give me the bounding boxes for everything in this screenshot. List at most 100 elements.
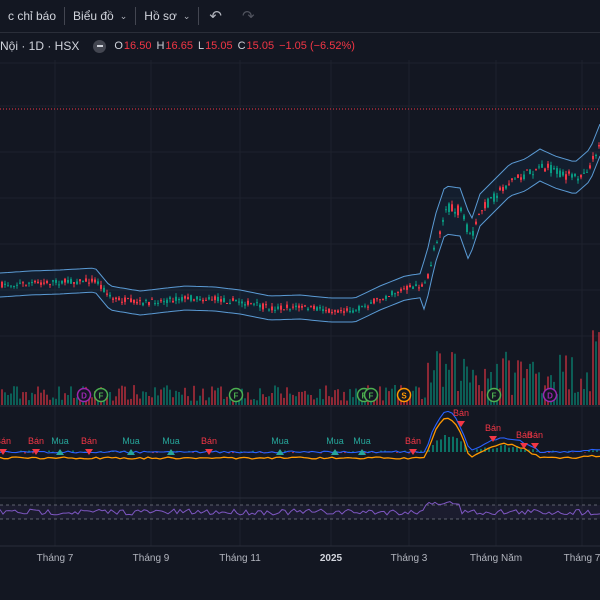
candle-body [457,205,459,216]
symbol-title[interactable]: Nội · 1D · HSX [0,39,80,53]
oscillator-bar [368,451,370,452]
signal-label: Bán [28,436,44,446]
candle-body [316,307,318,311]
indicators-label: c chỉ báo [8,9,57,23]
volume-bar [556,394,558,405]
redo-icon[interactable]: ↷ [241,8,255,25]
event-marker-label: D [547,392,553,401]
candle-body [598,145,600,147]
oscillator-bar [460,441,462,452]
volume-bar [73,398,75,405]
time-axis: Tháng 7 Tháng 9 Tháng 11 2025 Tháng 3 Th… [0,548,600,570]
oscillator-bar [424,451,426,452]
candle-body [301,306,303,308]
volume-bar [202,388,204,405]
volume-bar [589,391,591,405]
signal-label: Mua [162,436,180,446]
volume-bar [64,393,66,405]
candle-body [493,193,495,202]
candle-body [325,310,327,312]
change-value: −1.05 (−6.52%) [279,40,355,52]
volume-bar [523,378,525,405]
buy-arrow-icon [276,449,284,455]
volume-bar [415,386,417,405]
volume-bar [286,387,288,405]
profile-dropdown[interactable]: Hồ sơ ⌄ [136,0,198,32]
candle-body [508,183,510,185]
candle-body [148,302,150,306]
macd-line [0,410,600,454]
candle-body [241,301,243,304]
volume-bar [526,369,528,405]
candle-body [307,308,309,310]
close-value: 15.05 [246,40,275,52]
signal-label: Bán [516,430,532,440]
sell-arrow-icon [409,449,417,455]
candle-body [595,154,597,157]
candle-body [268,309,270,311]
volume-bar [598,332,600,405]
candle-body [217,296,219,302]
volume-bar [532,361,534,405]
chevron-down-icon: ⌄ [119,10,128,21]
candle-body [52,280,54,282]
volume-bar [328,396,330,405]
oscillator-bar [456,438,458,452]
buy-arrow-icon [56,449,64,455]
time-axis-label: Tháng 7 [36,553,74,564]
candle-body [64,278,66,283]
volume-bar [319,388,321,405]
volume-bar [388,391,390,405]
buy-arrow-icon [358,449,366,455]
volume-bar [337,389,339,405]
price-chart[interactable]: DFFFFSFDBánBánMuaBánMuaMuaBánMuaMuaMuaBá… [0,0,600,548]
oscillator-bar [548,452,550,453]
signal-label: Bán [81,436,97,446]
oscillator-bar [588,450,590,452]
oscillator-bar [284,450,286,452]
signal-label: Bán [405,436,421,446]
event-marker-icon [486,387,502,403]
candle-body [10,285,12,287]
volume-bar [253,399,255,405]
candle-body [451,204,453,212]
volume-bar [112,400,114,405]
volume-bar [517,360,519,405]
candle-body [571,174,573,178]
volume-bar [562,371,564,405]
oscillator-bar [384,450,386,452]
oscillator-bar [28,450,30,452]
volume-bar [436,351,438,405]
candle-body [565,174,567,180]
volume-bar [421,399,423,405]
candle-body [100,284,102,289]
candle-body [481,210,483,212]
candle-body [196,296,198,300]
candle-body [496,195,498,199]
volume-bar [334,390,336,405]
signal-label: Mua [122,436,140,446]
undo-icon[interactable]: ↶ [209,8,222,25]
chart-type-dropdown[interactable]: Biểu đồ ⌄ [65,0,135,32]
candle-body [34,280,36,283]
oscillator-bar [72,450,74,452]
volume-bar [277,387,279,405]
candle-body [460,207,462,212]
hide-eye-icon[interactable] [93,39,107,53]
volume-bar [496,363,498,405]
volume-bar [574,392,576,405]
indicators-button[interactable]: c chỉ báo [0,0,64,32]
sell-arrow-icon [457,421,465,427]
volume-bar [4,392,6,405]
volume-bar [259,388,261,405]
candle-body [73,282,75,284]
volume-bar [196,400,198,405]
candle-body [577,178,579,181]
volume-bar [352,397,354,405]
volume-bar [514,372,516,405]
candle-body [94,279,96,283]
volume-bar [349,389,351,405]
oscillator-bar [444,435,446,452]
candle-body [385,295,387,299]
volume-bar [340,400,342,405]
